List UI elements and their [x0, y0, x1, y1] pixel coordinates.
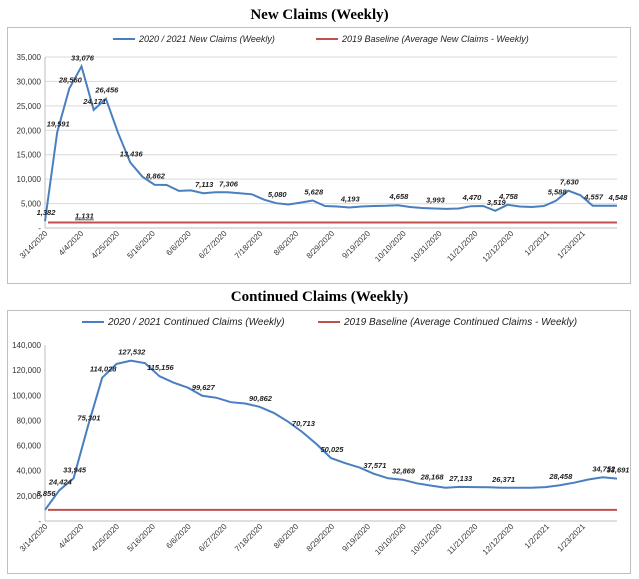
data-label: 4,470 — [462, 193, 483, 202]
x-tick-label: 4/4/2020 — [57, 522, 86, 551]
data-label: 50,025 — [321, 445, 345, 454]
x-tick-label: 6/27/2020 — [197, 522, 229, 554]
y-tick-label: 120,000 — [12, 366, 41, 375]
x-tick-label: 9/19/2020 — [340, 522, 372, 554]
x-tick-label: 6/6/2020 — [164, 522, 193, 551]
series-line — [44, 359, 618, 511]
data-label: 127,532 — [118, 348, 146, 357]
legend-label-series: 2020 / 2021 Continued Claims (Weekly) — [107, 317, 285, 328]
data-label: 3,993 — [426, 195, 446, 204]
series-line — [44, 63, 617, 222]
data-label: 1,382 — [37, 208, 57, 217]
data-label: 7,113 — [195, 180, 214, 189]
baseline-label: 1,131 — [75, 211, 94, 220]
x-tick-label: 3/14/2020 — [18, 522, 50, 554]
data-label: 28,458 — [548, 472, 573, 481]
data-label: 3,519 — [487, 198, 507, 207]
data-label: 8,862 — [146, 172, 166, 181]
legend-label-baseline: 2019 Baseline (Average Continued Claims … — [343, 317, 577, 328]
x-tick-label: 1/23/2021 — [556, 522, 588, 554]
y-tick-label: 5,000 — [21, 200, 42, 209]
y-tick-label: 40,000 — [17, 467, 42, 476]
y-tick-label: 35,000 — [17, 53, 42, 62]
y-tick-label: - — [38, 517, 41, 526]
data-label: 28,168 — [420, 473, 445, 482]
y-tick-label: 15,000 — [17, 151, 42, 160]
y-tick-label: 80,000 — [17, 416, 42, 425]
x-tick-label: 8/29/2020 — [305, 522, 337, 554]
x-tick-label: 10/31/2020 — [409, 522, 444, 557]
y-tick-label: 30,000 — [17, 77, 42, 86]
data-label: 33,945 — [63, 465, 87, 474]
y-tick-label: 20,000 — [17, 492, 42, 501]
legend-label-series: 2020 / 2021 New Claims (Weekly) — [138, 34, 275, 44]
y-tick-label: 140,000 — [12, 341, 41, 350]
x-tick-label: 12/12/2020 — [481, 522, 516, 557]
legend-label-baseline: 2019 Baseline (Average New Claims - Week… — [341, 34, 529, 44]
data-label: 5,588 — [548, 188, 568, 197]
y-tick-label: 25,000 — [17, 102, 42, 111]
data-label: 7,306 — [219, 179, 239, 188]
data-label: 115,156 — [147, 363, 174, 372]
data-label: 33,691 — [607, 466, 630, 475]
x-tick-label: 11/21/2020 — [445, 522, 480, 557]
y-tick-label: 100,000 — [12, 391, 41, 400]
data-label: 19,591 — [47, 119, 70, 128]
data-label: 28,560 — [58, 75, 83, 84]
data-label: 70,713 — [292, 419, 316, 428]
data-label: 114,028 — [90, 365, 117, 374]
new-claims-chart-title: New Claims (Weekly) — [250, 7, 389, 23]
x-tick-label: 8/8/2020 — [272, 522, 301, 551]
x-tick-label: 10/10/2020 — [373, 522, 408, 557]
data-label: 24,424 — [48, 477, 73, 486]
y-tick-label: 20,000 — [17, 126, 42, 135]
y-tick-label: 10,000 — [17, 175, 42, 184]
data-label: 99,627 — [192, 383, 216, 392]
continued-claims-chart-title: Continued Claims (Weekly) — [230, 289, 409, 305]
data-label: 32,869 — [392, 467, 416, 476]
continued-claims-chart-frame — [7, 310, 631, 574]
data-label: 37,571 — [363, 461, 386, 470]
data-label: 4,557 — [583, 193, 604, 202]
data-label: 13,436 — [120, 149, 144, 158]
data-label: 4,658 — [389, 192, 410, 201]
new-claims-chart-frame — [7, 27, 631, 284]
data-label: 26,371 — [491, 475, 515, 484]
x-tick-label: 5/16/2020 — [125, 522, 157, 554]
x-tick-label: 4/25/2020 — [90, 522, 122, 554]
data-label: 33,076 — [71, 53, 95, 62]
data-label: 4,548 — [608, 193, 629, 202]
data-label: 4,193 — [340, 195, 361, 204]
y-tick-label: 60,000 — [17, 442, 42, 451]
y-tick-label: - — [38, 224, 41, 233]
data-label: 75,301 — [77, 413, 100, 422]
data-label: 27,133 — [448, 474, 473, 483]
x-tick-label: 1/2/2021 — [523, 522, 552, 551]
data-label: 8,856 — [37, 489, 57, 498]
data-label: 5,080 — [268, 190, 288, 199]
x-tick-label: 7/18/2020 — [233, 522, 265, 554]
data-label: 24,171 — [82, 97, 106, 106]
data-label: 34,752 — [592, 464, 616, 473]
data-label: 26,456 — [94, 86, 119, 95]
data-label: 7,630 — [560, 178, 580, 187]
data-label: 90,862 — [249, 394, 273, 403]
data-label: 5,628 — [304, 188, 324, 197]
data-label: 4,758 — [498, 192, 519, 201]
